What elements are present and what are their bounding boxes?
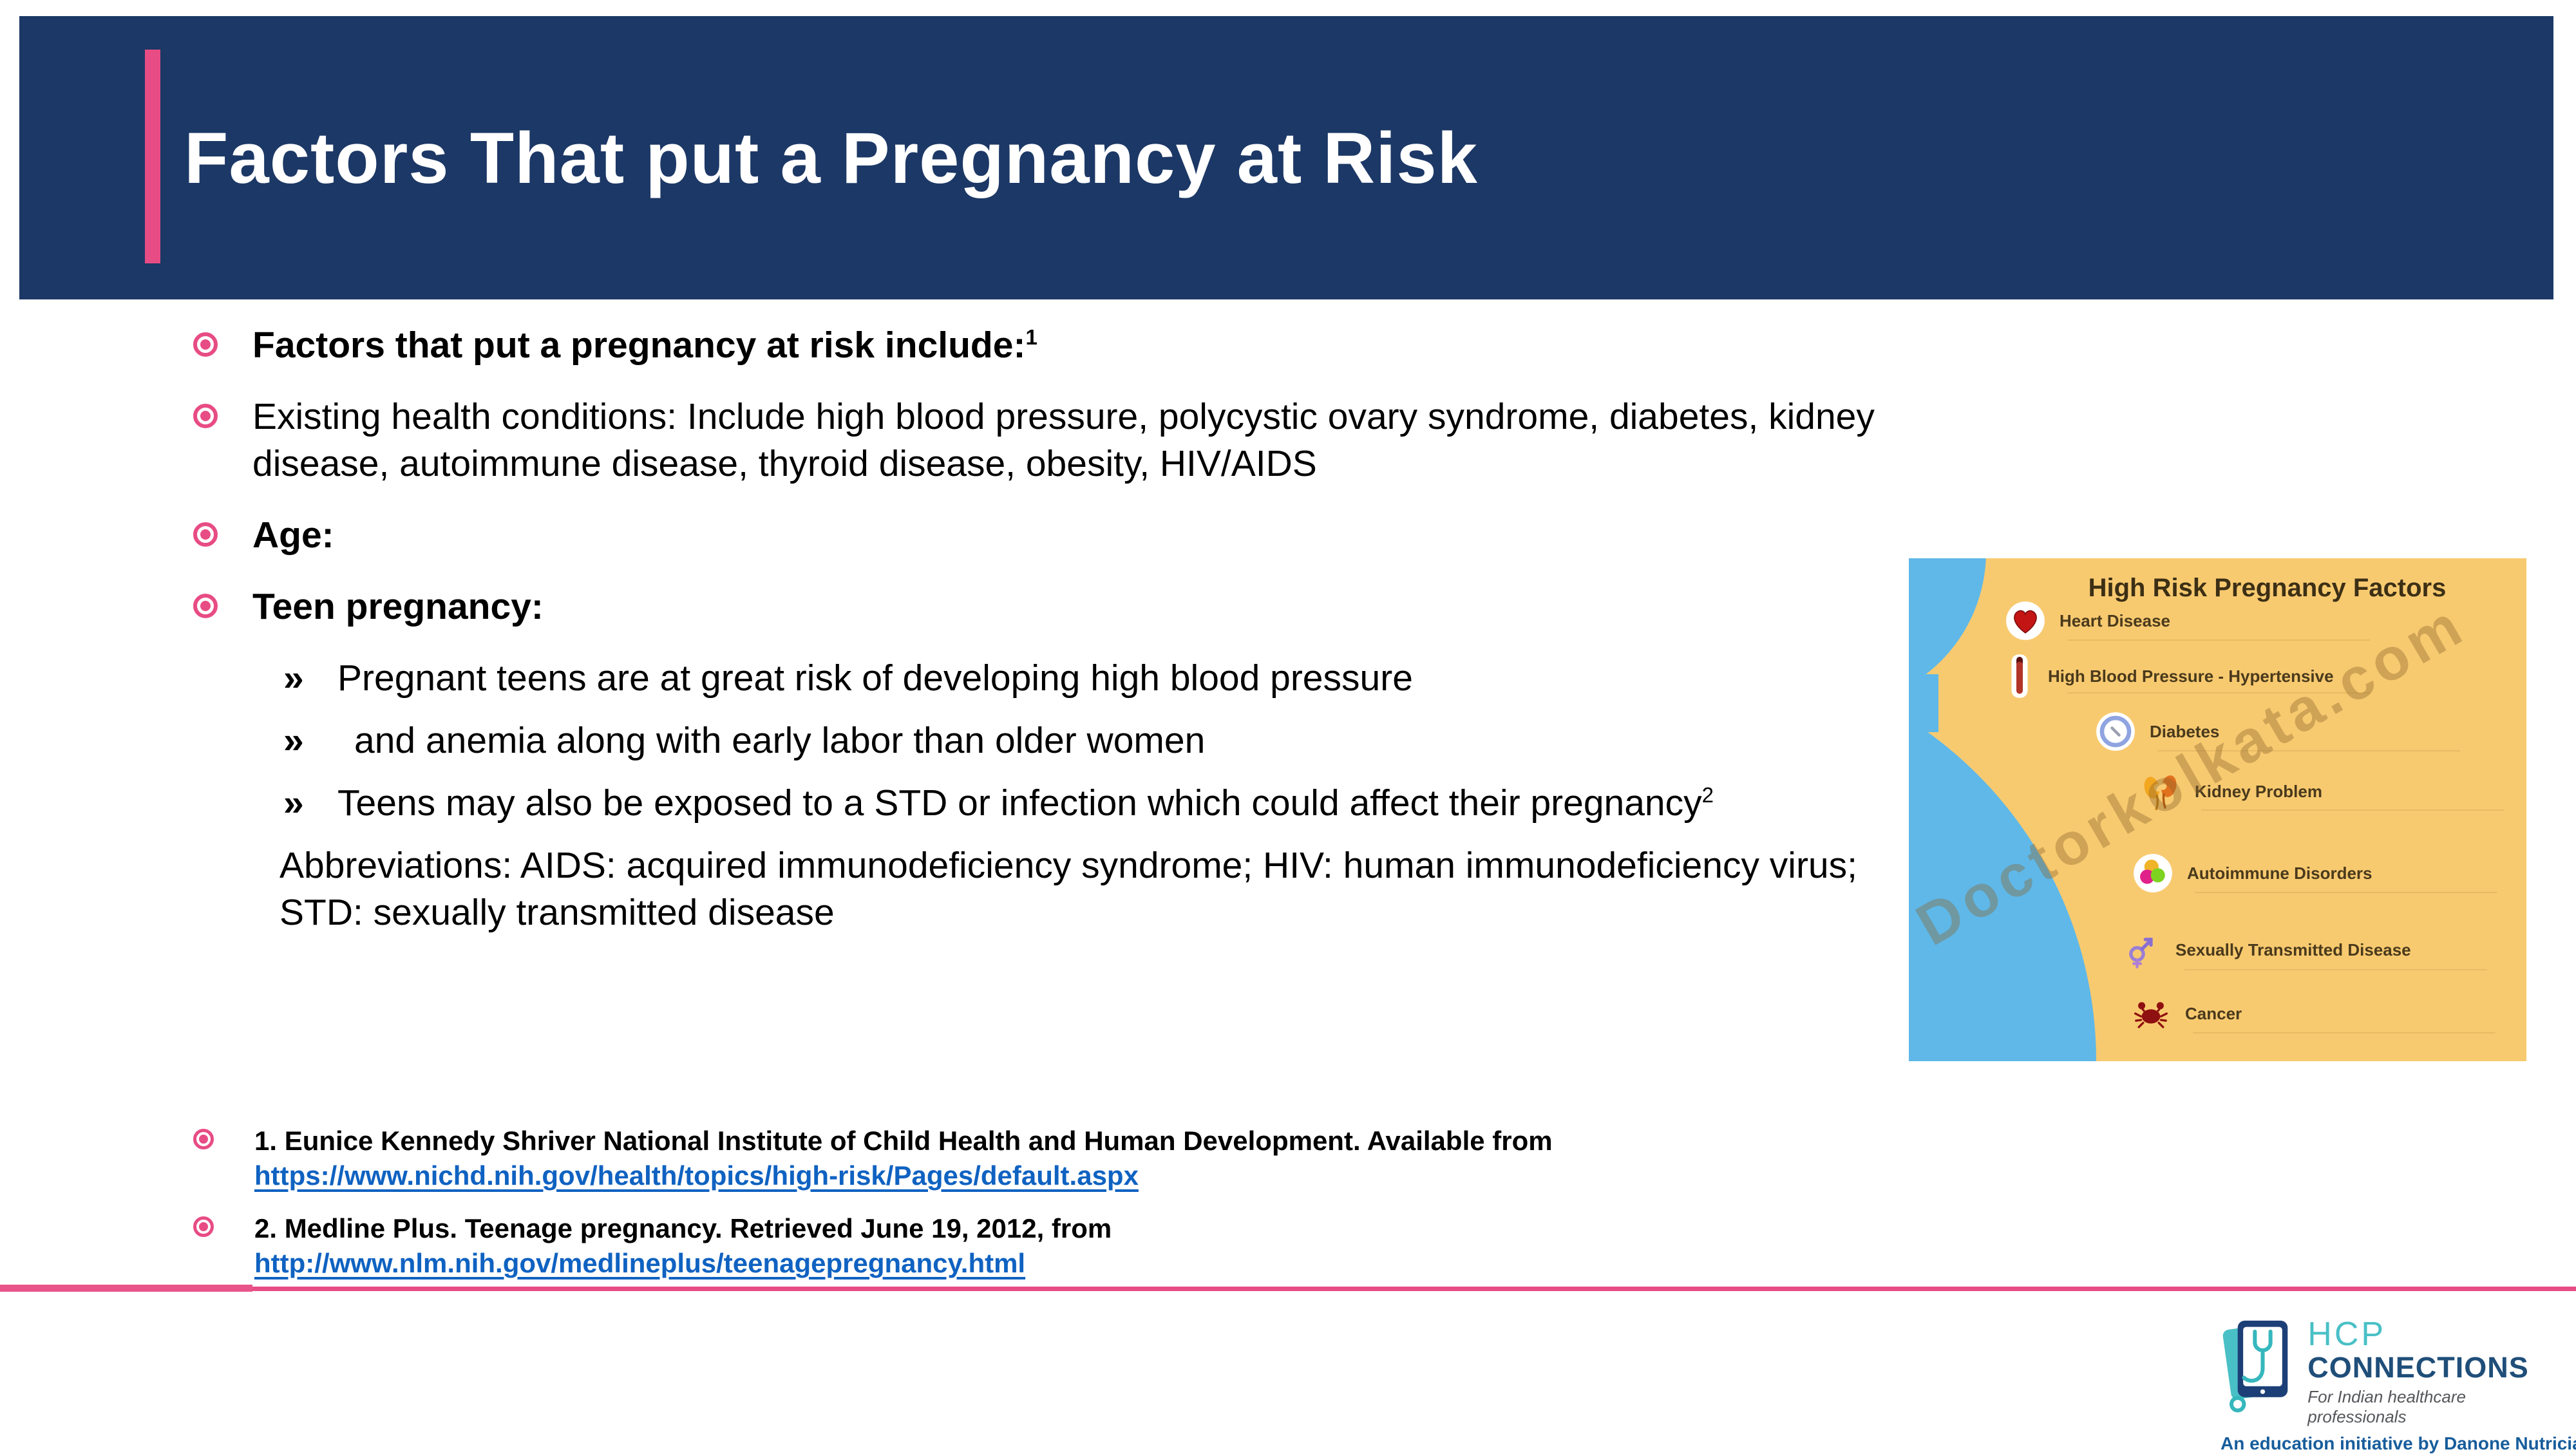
target-bullet-icon (193, 1216, 214, 1237)
superscript: 1 (1025, 326, 1037, 350)
glucose-meter-icon (2096, 712, 2135, 751)
reference-item: 1. Eunice Kennedy Shriver National Insti… (193, 1124, 1803, 1193)
infographic-title: High Risk Pregnancy Factors (2088, 574, 2447, 602)
reference-link[interactable]: https://www.nichd.nih.gov/health/topics/… (254, 1160, 1139, 1191)
cells-icon (2134, 854, 2172, 892)
sub-bullet-item: » Pregnant teens are at great risk of de… (193, 655, 1880, 702)
bullet-list: Factors that put a pregnancy at risk inc… (193, 322, 1880, 630)
infographic-row: Cancer (2131, 994, 2496, 1034)
infographic-row: Heart Disease (2005, 601, 2370, 641)
kidney-icon (2144, 775, 2177, 811)
logo-secondary-text: CONNECTIONS (2307, 1351, 2529, 1384)
target-bullet-icon (193, 594, 218, 618)
brand-footer: HCP CONNECTIONS For Indian healthcare pr… (2221, 1314, 2576, 1454)
logo-tagline: For Indian healthcare professionals (2307, 1387, 2466, 1426)
divider-line (0, 1287, 2576, 1291)
target-bullet-icon (193, 404, 218, 428)
bullet-item: Teen pregnancy: (193, 583, 1880, 630)
abbreviations-note: Abbreviations: AIDS: acquired immunodefi… (279, 845, 1857, 933)
guillemet-bullet: » (283, 657, 304, 699)
title-accent-bar (145, 50, 160, 263)
slide-title: Factors That put a Pregnancy at Risk (184, 117, 1478, 198)
target-bullet-icon (193, 1129, 214, 1149)
bullet-item: Age: (193, 512, 1880, 559)
infographic-row: Diabetes (2096, 712, 2461, 751)
gender-symbols-icon (2129, 938, 2153, 968)
bullet-item: Existing health conditions: Include high… (193, 393, 1880, 487)
guillemet-bullet: » (283, 720, 304, 761)
sub-bullet-item: » and anemia along with early labor than… (193, 717, 1880, 764)
reference-link[interactable]: http://www.nlm.nih.gov/medlineplus/teena… (254, 1248, 1026, 1278)
title-band: Factors That put a Pregnancy at Risk (19, 16, 2553, 299)
infographic-row: Autoimmune Disorders (2133, 853, 2497, 893)
blue-silhouette-edge (1909, 674, 1938, 732)
infographic-high-risk-pregnancy: High Risk Pregnancy Factors Heart Diseas… (1909, 558, 2526, 1061)
hcp-connections-logo-icon (2222, 1320, 2288, 1413)
target-bullet-icon (193, 332, 218, 357)
divider-line-left (0, 1285, 252, 1292)
content: Factors that put a pregnancy at risk inc… (193, 322, 1880, 936)
superscript: 2 (1701, 784, 1714, 807)
infographic-row: High Blood Pressure - Hypertensive (2005, 654, 2370, 699)
sub-bullet-item: » Teens may also be exposed to a STD or … (193, 780, 1880, 827)
bullet-item: Factors that put a pregnancy at risk inc… (193, 322, 1880, 369)
thermometer-icon (2011, 654, 2028, 698)
infographic-row: Kidney Problem (2139, 771, 2504, 812)
initiative-line: An education initiative by Danone Nutric… (2221, 1433, 2576, 1453)
reference-item: 2. Medline Plus. Teenage pregnancy. Retr… (193, 1211, 1803, 1281)
target-bullet-icon (193, 522, 218, 547)
sub-bullet-list: » Pregnant teens are at great risk of de… (193, 655, 1880, 827)
references: 1. Eunice Kennedy Shriver National Insti… (193, 1124, 1803, 1299)
guillemet-bullet: » (283, 782, 304, 824)
logo-primary-text: HCP (2307, 1316, 2387, 1353)
logo: HCP CONNECTIONS For Indian healthcare pr… (2221, 1314, 2555, 1427)
infographic-row: Sexually Transmitted Disease (2123, 930, 2487, 970)
crab-icon (2134, 1002, 2168, 1028)
heart-icon (2006, 601, 2045, 640)
